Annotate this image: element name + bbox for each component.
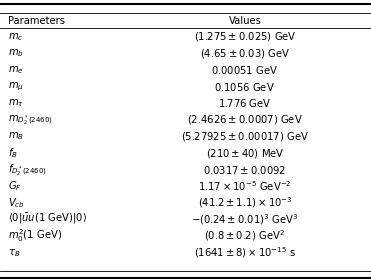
Text: $m_B$: $m_B$ xyxy=(8,131,24,142)
Text: $1.776$ GeV: $1.776$ GeV xyxy=(218,97,272,109)
Text: $m_\mu$: $m_\mu$ xyxy=(8,80,24,93)
Text: $0.1056$ GeV: $0.1056$ GeV xyxy=(214,81,275,93)
Text: $(0.8 \pm 0.2)$ GeV$^2$: $(0.8 \pm 0.2)$ GeV$^2$ xyxy=(204,229,285,244)
Text: $\langle 0|\bar{u}u(1\ \mathrm{GeV})|0\rangle$: $\langle 0|\bar{u}u(1\ \mathrm{GeV})|0\r… xyxy=(8,212,88,227)
Text: $(1641 \pm 8) \times 10^{-15}$ s: $(1641 \pm 8) \times 10^{-15}$ s xyxy=(194,245,296,260)
Text: $f_B$: $f_B$ xyxy=(8,146,18,160)
Text: $(41.2 \pm 1.1) \times 10^{-3}$: $(41.2 \pm 1.1) \times 10^{-3}$ xyxy=(197,195,292,210)
Text: $(5.27925 \pm 0.00017)$ GeV: $(5.27925 \pm 0.00017)$ GeV xyxy=(181,130,309,143)
Text: Values: Values xyxy=(229,16,261,26)
Text: $f_{D_2^*(2460)}$: $f_{D_2^*(2460)}$ xyxy=(8,162,47,177)
Text: $0.00051$ GeV: $0.00051$ GeV xyxy=(211,64,279,76)
Text: Parameters: Parameters xyxy=(8,16,65,26)
Text: $-(0.24 \pm 0.01)^3$ GeV$^3$: $-(0.24 \pm 0.01)^3$ GeV$^3$ xyxy=(191,212,299,227)
Text: $m_0^2(1\ \mathrm{GeV})$: $m_0^2(1\ \mathrm{GeV})$ xyxy=(8,228,62,244)
Text: $0.0317 \pm 0.0092$: $0.0317 \pm 0.0092$ xyxy=(203,163,286,176)
Text: $(2.4626 \pm 0.0007)$ GeV: $(2.4626 \pm 0.0007)$ GeV xyxy=(187,113,303,126)
Text: $\tau_B$: $\tau_B$ xyxy=(8,247,20,259)
Text: $m_{D_2^*(2460)}$: $m_{D_2^*(2460)}$ xyxy=(8,113,53,127)
Text: $m_b$: $m_b$ xyxy=(8,47,24,59)
Text: $G_F$: $G_F$ xyxy=(8,179,22,193)
Text: $m_c$: $m_c$ xyxy=(8,31,24,43)
Text: $m_e$: $m_e$ xyxy=(8,64,24,76)
Text: $(4.65 \pm 0.03)$ GeV: $(4.65 \pm 0.03)$ GeV xyxy=(200,47,290,60)
Text: $V_{cb}$: $V_{cb}$ xyxy=(8,196,25,210)
Text: $(210 \pm 40)$ MeV: $(210 \pm 40)$ MeV xyxy=(206,146,284,160)
Text: $m_\tau$: $m_\tau$ xyxy=(8,97,24,109)
Text: $1.17 \times 10^{-5}$ GeV$^{-2}$: $1.17 \times 10^{-5}$ GeV$^{-2}$ xyxy=(198,179,292,193)
Text: $(1.275 \pm 0.025)$ GeV: $(1.275 \pm 0.025)$ GeV xyxy=(194,30,296,43)
